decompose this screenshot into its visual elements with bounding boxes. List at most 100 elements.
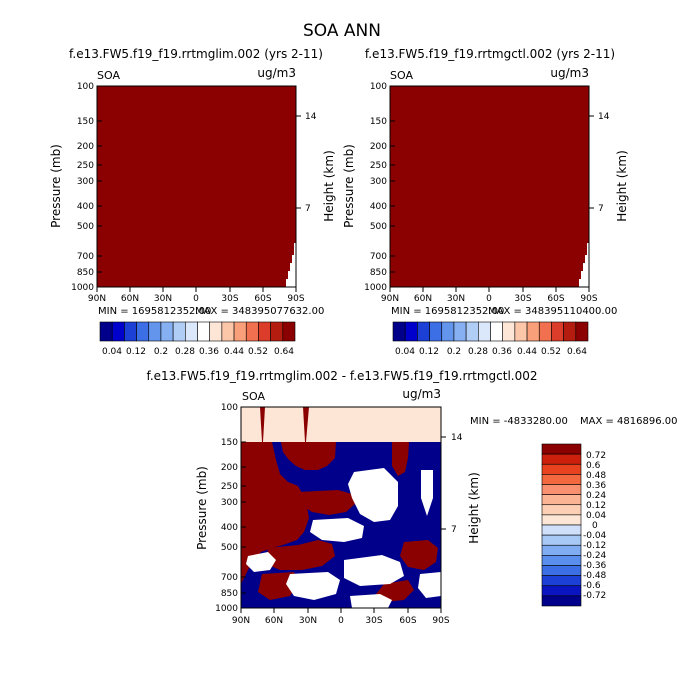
y-tick-label: 700 xyxy=(77,252,94,262)
y-tick: 300 xyxy=(77,177,102,187)
colorbar-cell xyxy=(538,321,552,342)
region-red-center-lower xyxy=(266,540,335,570)
x-tick: 0 xyxy=(193,287,199,304)
x-tick: 30N xyxy=(154,287,172,304)
region-red-center xyxy=(298,490,356,515)
corner-right-label: ug/m3 xyxy=(402,387,441,401)
colorbar-cell xyxy=(541,453,582,465)
colorbar-cell xyxy=(526,321,540,342)
y-tick-label: 250 xyxy=(370,161,387,171)
x-tick: 60S xyxy=(399,608,417,626)
y-tick: 850 xyxy=(221,589,246,599)
y-tick-label: 200 xyxy=(221,463,238,473)
region-white-lower-right xyxy=(344,555,404,586)
colorbar-cell xyxy=(541,514,582,526)
y-tick: 150 xyxy=(77,117,102,127)
colorbar-cell xyxy=(541,534,582,546)
colorbar-cell xyxy=(148,321,162,342)
x-tick-label: 30N xyxy=(447,294,465,304)
colorbar-cell xyxy=(541,443,582,455)
colorbar-label: 0.24 xyxy=(586,491,606,501)
x-tick-label: 0 xyxy=(193,294,199,304)
y2-tick-label: 14 xyxy=(451,433,463,443)
region-red-right-mid xyxy=(400,540,438,570)
colorbar-cell xyxy=(392,321,406,342)
colorbar-label: 0 xyxy=(592,521,598,531)
spike-45n xyxy=(303,407,309,442)
colorbar-label: 0.36 xyxy=(492,347,512,357)
colorbar-cell xyxy=(541,544,582,556)
y-tick-label: 300 xyxy=(370,177,387,187)
min-label: MIN = -4833280.00 xyxy=(470,416,568,427)
x-tick-label: 30S xyxy=(514,294,531,304)
y2-ticks: 14 7 xyxy=(296,112,317,214)
y-tick: 250 xyxy=(221,482,246,492)
y2-tick-label: 7 xyxy=(305,204,311,214)
colorbar-cell xyxy=(541,585,582,597)
y-tick: 400 xyxy=(370,202,395,212)
region-red-bottom-right xyxy=(376,580,414,602)
colorbar-label: 0.04 xyxy=(102,347,122,357)
y2-tick: 14 xyxy=(441,433,463,443)
corner-right-label: ug/m3 xyxy=(550,66,589,80)
x-tick: 30S xyxy=(514,287,532,304)
colorbar-label: 0.44 xyxy=(224,347,244,357)
y-tick-label: 1000 xyxy=(71,283,94,293)
max-label: MAX = 348395110400.00 xyxy=(488,306,617,317)
page-title: SOA ANN xyxy=(303,21,381,41)
colorbar-cell xyxy=(490,321,503,342)
region-red-top xyxy=(281,442,336,470)
colorbar-cell xyxy=(221,321,235,342)
colorbar-cell xyxy=(197,321,210,342)
y-tick: 700 xyxy=(370,252,395,262)
colorbar-label: 0.64 xyxy=(274,347,294,357)
corner-left-label: SOA xyxy=(242,390,265,403)
x-tick: 90S xyxy=(287,287,305,304)
colorbar-cell xyxy=(541,575,582,587)
colorbar-labels: 0.72 0.6 0.48 0.36 0.24 0.12 0.04 0 -0.0… xyxy=(583,451,607,601)
plot-white-corner xyxy=(286,243,296,287)
y-tick-label: 150 xyxy=(370,117,387,127)
y2-tick: 14 xyxy=(589,112,610,122)
colorbar-cell xyxy=(551,321,564,342)
y-tick-label: 300 xyxy=(77,177,94,187)
y-tick-label: 500 xyxy=(77,222,94,232)
y-tick-label: 100 xyxy=(221,403,238,413)
x-tick: 0 xyxy=(338,608,344,626)
difference-field xyxy=(241,407,441,608)
y-tick: 300 xyxy=(370,177,395,187)
colorbar-labels: 0.04 0.12 0.2 0.28 0.36 0.44 0.52 0.64 xyxy=(395,347,587,357)
colorbar-cell xyxy=(270,321,284,342)
x-tick: 30S xyxy=(365,608,383,626)
panel-title: f.e13.FW5.f19_f19.rrtmglim.002 - f.e13.F… xyxy=(146,369,537,383)
region-white-left-mid xyxy=(246,552,276,572)
colorbar-cell xyxy=(160,321,174,342)
x-tick: 60N xyxy=(265,608,283,626)
y2-axis-label: Height (km) xyxy=(467,472,481,543)
colorbar-label: 0.52 xyxy=(248,347,268,357)
y2-tick-label: 14 xyxy=(305,112,317,122)
colorbar-cell xyxy=(111,321,125,342)
colorbar-cell xyxy=(541,565,582,576)
y-tick: 500 xyxy=(221,543,246,553)
colorbar-labels: 0.04 0.12 0.2 0.28 0.36 0.44 0.52 0.64 xyxy=(102,347,294,357)
colorbar-label: 0.48 xyxy=(586,471,606,481)
x-tick: 60N xyxy=(414,287,432,304)
x-tick-label: 0 xyxy=(338,616,344,626)
colorbar-cell xyxy=(541,463,582,475)
y-tick-label: 200 xyxy=(77,142,94,152)
corner-right-label: ug/m3 xyxy=(257,66,296,80)
colorbar xyxy=(99,321,296,342)
y-tick: 850 xyxy=(370,268,395,278)
colorbar-cell xyxy=(541,494,582,506)
min-label: MIN = 1695812352.00 xyxy=(98,306,211,317)
colorbar-label: 0.28 xyxy=(468,347,488,357)
colorbar-cell xyxy=(99,321,113,342)
y-tick: 850 xyxy=(77,268,102,278)
y-tick-label: 200 xyxy=(370,142,387,152)
x-tick-label: 0 xyxy=(486,294,492,304)
y-tick-label: 100 xyxy=(370,82,387,92)
plot-white-corner xyxy=(579,243,589,287)
max-label: MAX = 4816896.00 xyxy=(580,416,678,427)
y-ticks: 100 150 200 250 300 400 500 700 850 1000 xyxy=(364,82,395,293)
